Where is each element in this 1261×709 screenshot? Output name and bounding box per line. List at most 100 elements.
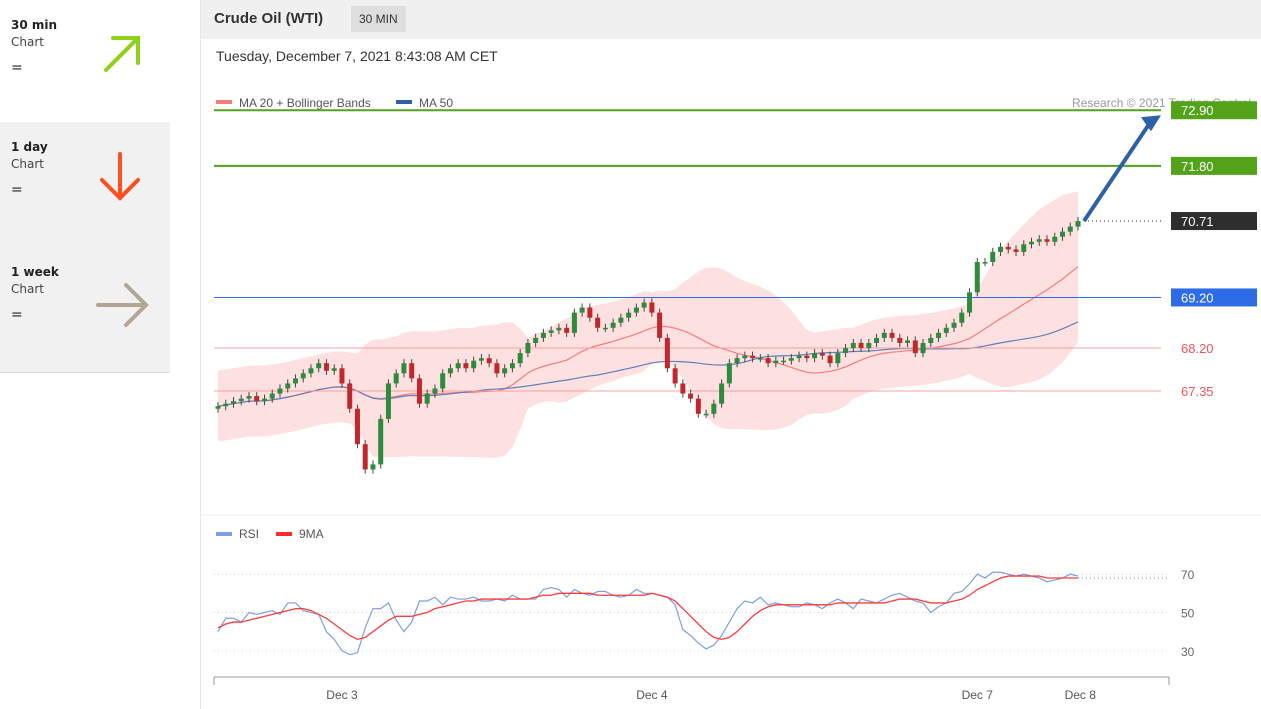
candle-body (308, 368, 314, 374)
candle-body (323, 363, 329, 371)
candle-body (819, 353, 825, 356)
candle-body (858, 342, 864, 349)
candle-body (773, 360, 779, 364)
candle-body (750, 355, 756, 359)
candle-body (595, 317, 601, 328)
timeframe-sidebar: 30 min Chart = 1 day Chart = 1 week Char… (0, 0, 170, 373)
x-tick-label: Dec 3 (326, 688, 358, 702)
rsi-tick-label: 50 (1181, 607, 1195, 621)
candle-body (339, 368, 345, 384)
candle-body (509, 363, 515, 369)
forecast-arrow-shaft (1082, 120, 1153, 223)
timeframe-status: = (11, 182, 23, 198)
candle-body (370, 464, 376, 470)
candle-body (230, 401, 236, 404)
price-chart[interactable]: MA 20 + Bollinger Bands MA 50 Research ©… (201, 0, 1261, 709)
candle-body (765, 358, 771, 364)
legend-ma50: MA 50 (419, 96, 453, 110)
candle-body (416, 378, 422, 404)
candle-body (1021, 244, 1027, 252)
candle-body (1005, 246, 1011, 250)
rsi-legend: RSI 9MA (216, 527, 324, 541)
candle-body (1044, 239, 1050, 242)
candle-body (905, 340, 911, 343)
candle-body (680, 383, 686, 394)
support-label: 68.20 (1181, 341, 1214, 356)
candle-body (998, 246, 1004, 252)
candle-body (657, 312, 663, 338)
timeframe-1week[interactable]: 1 week Chart = (0, 247, 170, 373)
candle-body (316, 363, 322, 369)
candle-body (734, 358, 740, 364)
candle-body (843, 348, 849, 354)
candle-body (664, 337, 670, 369)
candle-body (502, 368, 508, 374)
candle-body (1013, 249, 1019, 252)
x-tick-label: Dec 8 (1065, 688, 1097, 702)
candle-body (920, 342, 926, 354)
candle-body (424, 393, 430, 404)
candle-body (804, 355, 810, 359)
candle-body (455, 363, 461, 369)
candle-body (385, 383, 391, 419)
candle-body (525, 342, 531, 354)
arrow-right-icon (96, 283, 149, 327)
legend-9ma: 9MA (299, 527, 324, 541)
candle-body (300, 373, 306, 379)
legend-swatch-ma20 (216, 100, 232, 104)
candle-body (688, 393, 694, 399)
timeframe-badge[interactable]: 30 MIN (351, 6, 406, 32)
candle-body (471, 360, 477, 369)
candle-body (556, 327, 562, 331)
forecast-arrowhead (1141, 115, 1161, 132)
candle-body (486, 358, 492, 364)
candle-body (788, 358, 794, 361)
chart-panel: Crude Oil (WTI) 30 MIN Tuesday, December… (200, 0, 1261, 709)
candle-body (881, 332, 887, 338)
candle-body (672, 368, 678, 384)
candle-body (874, 337, 880, 343)
candle-body (223, 403, 229, 407)
candle-body (982, 262, 988, 264)
ma50-line (217, 321, 1079, 407)
support-label: 67.35 (1181, 384, 1214, 399)
candle-body (533, 337, 539, 343)
timeframe-label: 30 min (11, 18, 58, 32)
candle-body (378, 418, 384, 465)
candle-body (641, 302, 647, 308)
timeframe-1day[interactable]: 1 day Chart = (0, 122, 170, 248)
candle-body (1029, 241, 1035, 245)
candle-body (246, 396, 252, 399)
candle-body (463, 363, 469, 369)
candle-body (494, 363, 500, 374)
candle-body (967, 292, 973, 313)
candle-body (261, 398, 267, 402)
candle-body (618, 317, 624, 323)
timeframe-status: = (11, 60, 23, 76)
timeframe-sub: Chart (11, 35, 44, 49)
x-tick-label: Dec 7 (962, 688, 994, 702)
candle-body (393, 373, 399, 384)
candle-body (951, 322, 957, 328)
last-price-label: 70.71 (1181, 214, 1214, 229)
candle-body (812, 353, 818, 359)
chart-header: Crude Oil (WTI) 30 MIN (201, 0, 1261, 39)
target-badge (1171, 101, 1257, 120)
arrow-up-right-icon (104, 36, 140, 72)
candle-body (440, 373, 446, 389)
candle-body (1036, 239, 1042, 242)
instrument-title: Crude Oil (WTI) (214, 10, 324, 27)
legend-ma20: MA 20 + Bollinger Bands (239, 96, 371, 110)
candle-body (959, 312, 965, 323)
candle-body (626, 312, 632, 318)
candle-body (285, 383, 291, 389)
timeframe-30min[interactable]: 30 min Chart = (0, 0, 170, 126)
candle-body (835, 353, 841, 364)
candle-body (447, 368, 453, 374)
candle-body (757, 358, 763, 360)
candle-body (695, 398, 701, 414)
candle-body (269, 393, 275, 399)
target-badge (1171, 156, 1257, 175)
legend-swatch-rsi (216, 532, 232, 536)
legend-swatch-ma50 (396, 100, 412, 104)
